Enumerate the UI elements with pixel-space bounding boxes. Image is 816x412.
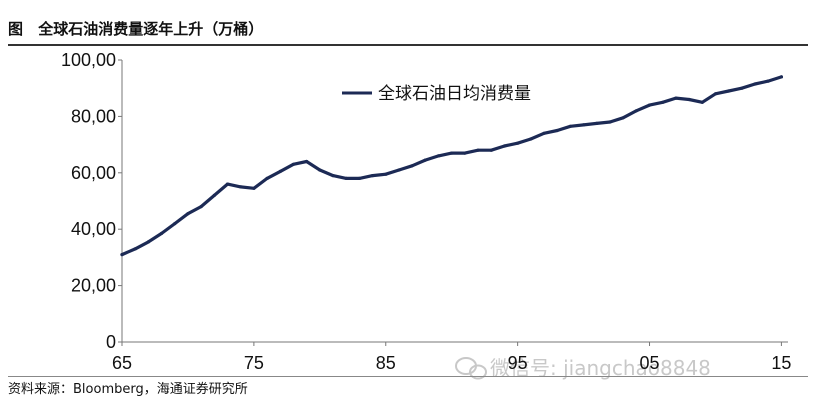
data-point — [766, 79, 770, 83]
x-tick-label: 85 — [376, 353, 396, 373]
data-point — [727, 89, 731, 93]
tick-labels: 0 20,00 40,00 60,00 80,00 100,00 65 75 85 95 05 15 — [61, 50, 791, 373]
data-point — [344, 176, 348, 180]
data-point — [173, 222, 177, 226]
x-tick-label: 75 — [244, 353, 264, 373]
data-point — [647, 103, 652, 107]
data-point — [120, 253, 124, 257]
data-point — [291, 162, 295, 166]
series-layer — [120, 75, 784, 257]
data-point — [305, 159, 309, 164]
data-point — [371, 174, 375, 178]
data-point — [463, 151, 467, 155]
data-point — [199, 205, 203, 209]
data-point — [476, 148, 480, 152]
data-point — [713, 92, 718, 96]
data-point — [410, 164, 414, 168]
data-point — [542, 131, 546, 135]
data-point — [555, 128, 559, 133]
data-point — [265, 176, 269, 180]
data-point — [621, 116, 625, 120]
legend-label: 全球石油日均消费量 — [378, 84, 531, 104]
data-point — [502, 144, 507, 148]
data-point — [384, 172, 388, 176]
data-point — [753, 82, 757, 86]
data-point — [397, 168, 401, 172]
data-point — [740, 86, 744, 90]
y-tick-label: 60,00 — [71, 163, 116, 183]
legend: 全球石油日均消费量 — [342, 84, 531, 104]
figure-tag: 图 — [8, 20, 24, 38]
y-tick-label: 100,00 — [61, 50, 116, 70]
source-note: 资料来源：Bloomberg，海通证券研究所 — [8, 376, 808, 404]
data-point — [133, 247, 137, 251]
data-point — [160, 231, 164, 235]
data-point — [318, 168, 322, 172]
axes — [118, 59, 788, 346]
chart-title: 全球石油消费量逐年上升（万桶） — [38, 20, 264, 38]
data-point — [357, 176, 361, 180]
data-point — [331, 174, 335, 178]
data-point — [595, 121, 599, 125]
data-point — [779, 75, 784, 79]
data-point — [239, 185, 243, 189]
data-point — [529, 137, 533, 141]
data-point — [661, 100, 665, 104]
chart-title-bar: 图 全球石油消费量逐年上升（万桶） — [8, 14, 808, 46]
wechat-icon — [455, 357, 487, 380]
data-point — [634, 109, 638, 113]
y-tick-label: 40,00 — [71, 219, 116, 239]
data-point — [568, 124, 573, 128]
data-point — [278, 169, 282, 173]
x-tick-label: 65 — [112, 353, 132, 373]
x-tick-label: 05 — [640, 353, 660, 373]
data-point — [608, 120, 612, 124]
data-point — [687, 97, 691, 102]
data-point — [700, 100, 704, 104]
data-point — [225, 182, 230, 186]
x-tick-label: 95 — [508, 353, 528, 373]
data-point — [582, 123, 586, 127]
data-point — [252, 186, 256, 190]
data-point — [489, 148, 493, 152]
data-point — [450, 151, 454, 155]
data-point — [436, 154, 441, 158]
data-point — [423, 158, 427, 162]
data-point — [186, 212, 190, 216]
data-point — [212, 193, 216, 197]
x-tick-label: 15 — [771, 353, 791, 373]
data-point — [146, 240, 150, 244]
data-point — [674, 96, 678, 100]
data-point — [516, 141, 520, 145]
y-tick-label: 0 — [106, 332, 116, 352]
y-tick-label: 80,00 — [71, 106, 116, 126]
y-tick-label: 20,00 — [71, 276, 116, 296]
